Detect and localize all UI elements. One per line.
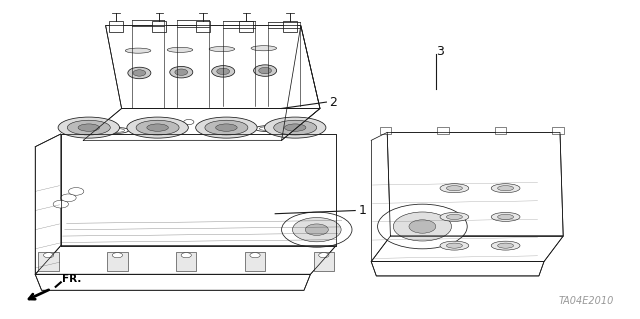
Circle shape bbox=[212, 66, 235, 77]
Ellipse shape bbox=[440, 184, 468, 193]
Circle shape bbox=[53, 200, 68, 208]
Circle shape bbox=[282, 212, 352, 247]
Circle shape bbox=[319, 253, 329, 258]
Ellipse shape bbox=[58, 117, 120, 138]
Ellipse shape bbox=[167, 47, 193, 52]
Circle shape bbox=[305, 224, 328, 235]
Ellipse shape bbox=[147, 124, 168, 131]
Bar bbox=[552, 127, 564, 134]
Ellipse shape bbox=[447, 186, 463, 191]
Ellipse shape bbox=[440, 212, 468, 221]
Ellipse shape bbox=[447, 214, 463, 219]
Text: 3: 3 bbox=[436, 45, 444, 57]
Circle shape bbox=[250, 253, 260, 258]
Ellipse shape bbox=[492, 241, 520, 250]
Polygon shape bbox=[35, 246, 336, 274]
Ellipse shape bbox=[284, 124, 306, 131]
Text: TA04E2010: TA04E2010 bbox=[559, 296, 614, 306]
Ellipse shape bbox=[209, 47, 235, 52]
Ellipse shape bbox=[205, 126, 228, 132]
Text: 2: 2 bbox=[330, 96, 337, 108]
Bar bbox=[109, 21, 123, 32]
Circle shape bbox=[84, 120, 95, 125]
Ellipse shape bbox=[251, 46, 276, 51]
Bar bbox=[245, 252, 265, 271]
Ellipse shape bbox=[498, 186, 513, 191]
Bar bbox=[437, 127, 449, 134]
Ellipse shape bbox=[498, 214, 513, 219]
Circle shape bbox=[217, 68, 230, 75]
Circle shape bbox=[393, 212, 452, 241]
Polygon shape bbox=[83, 108, 320, 140]
Ellipse shape bbox=[205, 120, 248, 135]
Polygon shape bbox=[371, 236, 563, 262]
Polygon shape bbox=[371, 262, 544, 276]
Polygon shape bbox=[106, 26, 320, 108]
Bar bbox=[283, 21, 297, 32]
Bar bbox=[380, 127, 391, 134]
Circle shape bbox=[128, 67, 151, 79]
Circle shape bbox=[184, 119, 194, 124]
Polygon shape bbox=[35, 274, 310, 290]
Circle shape bbox=[259, 67, 271, 74]
Circle shape bbox=[68, 188, 84, 195]
Circle shape bbox=[181, 253, 191, 258]
Circle shape bbox=[253, 65, 276, 76]
Bar bbox=[152, 21, 166, 32]
Bar bbox=[314, 252, 334, 271]
Ellipse shape bbox=[156, 127, 179, 133]
Ellipse shape bbox=[492, 184, 520, 193]
Ellipse shape bbox=[136, 120, 179, 135]
Ellipse shape bbox=[498, 243, 513, 248]
Ellipse shape bbox=[127, 117, 188, 138]
Ellipse shape bbox=[255, 126, 278, 131]
Bar bbox=[108, 252, 128, 271]
Ellipse shape bbox=[440, 241, 468, 250]
Polygon shape bbox=[61, 134, 336, 246]
Polygon shape bbox=[387, 132, 563, 236]
Ellipse shape bbox=[106, 128, 129, 133]
Text: FR.: FR. bbox=[62, 274, 81, 284]
Bar bbox=[38, 252, 59, 271]
Circle shape bbox=[133, 70, 146, 76]
Circle shape bbox=[283, 119, 293, 124]
Circle shape bbox=[134, 120, 145, 125]
Ellipse shape bbox=[264, 117, 326, 138]
Circle shape bbox=[44, 253, 54, 258]
Ellipse shape bbox=[447, 243, 463, 248]
Circle shape bbox=[409, 220, 436, 233]
Circle shape bbox=[170, 66, 193, 78]
Bar bbox=[176, 252, 196, 271]
Bar bbox=[495, 127, 506, 134]
Text: 1: 1 bbox=[358, 204, 366, 217]
Circle shape bbox=[61, 194, 76, 202]
Polygon shape bbox=[35, 134, 61, 274]
Circle shape bbox=[113, 253, 123, 258]
Circle shape bbox=[292, 218, 341, 242]
Ellipse shape bbox=[67, 120, 110, 135]
Bar bbox=[196, 21, 210, 32]
Ellipse shape bbox=[125, 48, 151, 53]
Ellipse shape bbox=[216, 124, 237, 131]
Circle shape bbox=[234, 119, 244, 124]
Ellipse shape bbox=[274, 120, 317, 135]
Ellipse shape bbox=[78, 124, 100, 131]
Ellipse shape bbox=[196, 117, 257, 138]
Bar bbox=[239, 21, 253, 32]
Ellipse shape bbox=[492, 212, 520, 221]
Circle shape bbox=[378, 204, 467, 249]
Circle shape bbox=[175, 69, 188, 75]
